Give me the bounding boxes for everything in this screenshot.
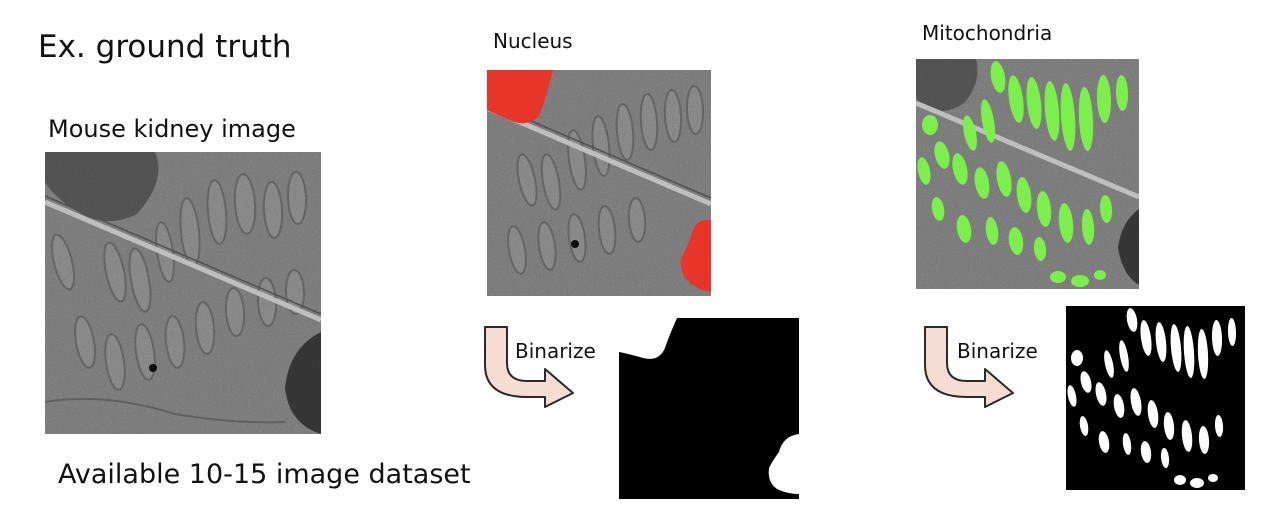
mitochondria-binarize-label: Binarize [957, 339, 1038, 363]
kidney-image-label: Mouse kidney image [48, 115, 296, 143]
nucleus-binarize-label: Binarize [515, 339, 596, 363]
mitochondria-overlay-image [916, 59, 1139, 289]
mitochondria-regions [1067, 308, 1237, 488]
binarize-arrow-icon [483, 325, 575, 409]
nucleus-region [680, 219, 711, 292]
nucleus-region [768, 434, 799, 494]
dataset-caption: Available 10-15 image dataset [58, 459, 471, 490]
kidney-em-image [45, 152, 321, 434]
nucleus-binary-mask [619, 318, 799, 499]
binarize-arrow-icon [923, 325, 1015, 409]
mitochondria-binary-mask [1066, 306, 1245, 490]
mitochondria-regions [917, 61, 1129, 287]
nucleus-region [487, 70, 553, 124]
mitochondria-label: Mitochondria [922, 21, 1053, 45]
slide-title: Ex. ground truth [38, 29, 292, 65]
nucleus-label: Nucleus [493, 29, 573, 53]
nucleus-region [619, 318, 677, 359]
nucleus-overlay-image [487, 70, 711, 296]
